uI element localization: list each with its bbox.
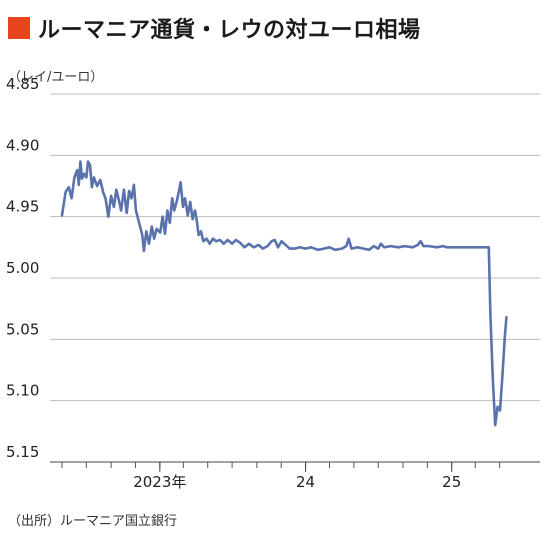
chart-title: ルーマニア通貨・レウの対ユーロ相場	[38, 18, 421, 43]
grid-lines	[50, 93, 540, 402]
x-tick-label: 24	[296, 473, 315, 491]
y-tick-labels: 4.85 4.90 4.95 5.00 5.05 5.10 5.15	[6, 75, 39, 461]
y-tick-label: 4.95	[6, 198, 39, 216]
x-axis: 2023年 24 25	[50, 461, 540, 491]
y-tick-label: 5.15	[6, 443, 39, 461]
x-tick-label: 2023年	[133, 473, 186, 491]
y-tick-label: 5.05	[6, 320, 39, 338]
source-note: （出所）ルーマニア国立銀行	[8, 514, 178, 529]
y-tick-label: 4.85	[6, 75, 39, 93]
y-tick-label: 5.00	[6, 259, 39, 277]
series-line	[60, 160, 508, 427]
x-tick-label: 25	[442, 473, 461, 491]
chart-title-row: ルーマニア通貨・レウの対ユーロ相場	[8, 14, 421, 43]
title-marker	[8, 17, 30, 39]
y-tick-label: 4.90	[6, 136, 39, 154]
series-layer	[60, 160, 508, 427]
y-tick-label: 5.10	[6, 382, 39, 400]
y-axis-unit-label: （レイ/ユーロ）	[8, 70, 104, 85]
